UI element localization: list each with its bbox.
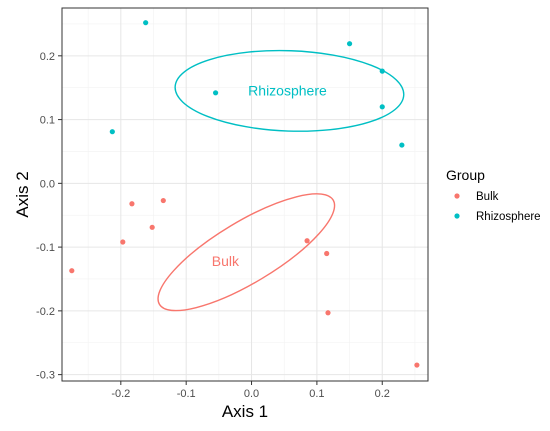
point-rhizosphere [109, 129, 115, 135]
point-bulk [414, 362, 420, 368]
legend-key-rhizosphere [454, 213, 460, 219]
legend-title: Group [446, 167, 485, 183]
y-tick-label: 0.2 [40, 51, 55, 63]
x-axis-title: Axis 1 [222, 402, 268, 421]
y-axis-ticks: -0.3 -0.2 -0.1 0.0 0.1 0.2 [36, 51, 62, 382]
confidence-ellipse-rhizosphere [174, 49, 405, 132]
point-bulk [325, 310, 331, 316]
point-bulk [324, 250, 330, 257]
legend-label-bulk: Bulk [476, 191, 499, 203]
point-bulk [149, 224, 155, 230]
ellipse-label-bulk: Bulk [212, 253, 240, 269]
ellipse-label-rhizosphere: Rhizosphere [248, 82, 327, 98]
point-bulk [160, 197, 166, 204]
annotations: Bulk Rhizosphere [212, 82, 327, 269]
grid-major [62, 8, 428, 381]
point-bulk [69, 268, 75, 274]
point-rhizosphere [346, 41, 353, 47]
point-rhizosphere [379, 68, 385, 74]
ellipses [157, 49, 405, 312]
x-tick-label: 0.1 [309, 388, 324, 400]
legend: Group Bulk Rhizosphere [446, 167, 541, 223]
x-tick-label: -0.2 [111, 388, 130, 400]
y-tick-label: -0.1 [36, 242, 55, 254]
y-tick-label: 0.0 [40, 178, 55, 190]
point-bulk [304, 238, 310, 244]
point-rhizosphere [399, 142, 405, 148]
x-axis-ticks: -0.2 -0.1 0.0 0.1 0.2 [111, 381, 390, 400]
y-tick-label: -0.2 [36, 306, 55, 318]
y-axis-title: Axis 2 [13, 171, 32, 217]
legend-label-rhizosphere: Rhizosphere [476, 211, 541, 223]
confidence-ellipse-bulk [157, 193, 336, 312]
point-bulk [129, 201, 135, 207]
y-tick-label: 0.1 [40, 115, 55, 127]
panel-border [61, 7, 429, 382]
grid-minor [62, 8, 428, 381]
point-rhizosphere [143, 20, 149, 26]
x-tick-label: -0.1 [177, 388, 196, 400]
point-rhizosphere [212, 90, 219, 96]
x-tick-label: 0.2 [375, 388, 390, 400]
point-bulk [120, 239, 126, 245]
point-rhizosphere [379, 104, 385, 110]
data-points [69, 20, 420, 368]
x-tick-label: 0.0 [244, 388, 259, 400]
legend-key-bulk [454, 193, 460, 199]
y-tick-label: -0.3 [36, 370, 55, 382]
